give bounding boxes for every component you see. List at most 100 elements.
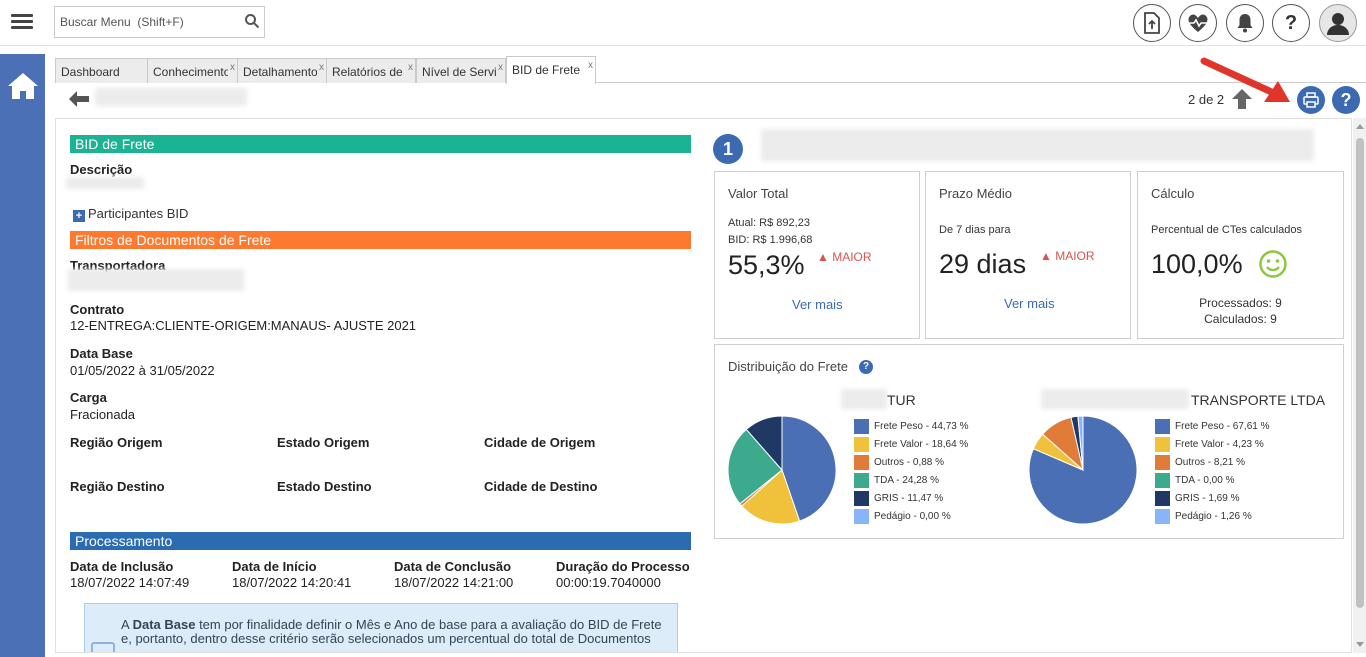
legend-item[interactable]: Frete Peso - 44,73 % bbox=[854, 417, 969, 435]
pie-slice[interactable] bbox=[1077, 415, 1084, 471]
regiao-origem-label: Região Origem bbox=[70, 435, 163, 450]
tab-dashboard[interactable]: Dashboard bbox=[55, 58, 148, 83]
tab-label: Dashboard bbox=[61, 65, 120, 79]
search-icon[interactable] bbox=[244, 13, 260, 29]
close-icon[interactable]: x bbox=[230, 62, 235, 73]
section-filtros: Filtros de Documentos de Frete bbox=[70, 231, 691, 249]
legend-swatch bbox=[854, 454, 869, 470]
scroll-down-icon[interactable] bbox=[1356, 642, 1364, 647]
card-title: Valor Total bbox=[728, 186, 789, 201]
legend-item[interactable]: Frete Valor - 18,64 % bbox=[854, 435, 969, 453]
legend-swatch bbox=[1155, 508, 1170, 524]
scroll-thumb[interactable] bbox=[1356, 138, 1364, 608]
help-top-button[interactable]: ? bbox=[1272, 4, 1310, 42]
user-avatar[interactable] bbox=[1319, 4, 1357, 42]
legend-swatch bbox=[1155, 454, 1170, 470]
legend-item[interactable]: GRIS - 1,69 % bbox=[1155, 489, 1270, 507]
legend-label: TDA - 24,28 % bbox=[874, 474, 940, 486]
legend-item[interactable]: Pedágio - 0,00 % bbox=[854, 507, 969, 525]
legend-item[interactable]: TDA - 24,28 % bbox=[854, 471, 969, 489]
close-icon[interactable]: x bbox=[498, 62, 503, 73]
close-icon[interactable]: x bbox=[588, 60, 593, 71]
tab-detalhamento[interactable]: Detalhamento x bbox=[237, 58, 327, 83]
smiley-icon bbox=[1259, 250, 1287, 278]
vertical-scrollbar[interactable] bbox=[1353, 118, 1366, 653]
contrato-label: Contrato bbox=[70, 302, 125, 317]
question-icon[interactable]: ? bbox=[859, 360, 873, 374]
legend-label: Frete Peso - 44,73 % bbox=[874, 420, 969, 432]
legend-swatch bbox=[854, 472, 869, 488]
legend-swatch bbox=[854, 436, 869, 452]
content-panel: BID de Frete Descrição + Participantes BI… bbox=[55, 118, 1352, 653]
legend-label: GRIS - 11,47 % bbox=[874, 492, 944, 504]
processados-count: Processados: 9 bbox=[1199, 296, 1282, 310]
section-processamento: Processamento bbox=[70, 532, 691, 550]
prazo-subtitle: De 7 dias para bbox=[939, 224, 1011, 236]
regiao-destino-label: Região Destino bbox=[70, 479, 165, 494]
tab-nivel-servico[interactable]: Nível de Serviçox bbox=[416, 58, 506, 83]
legend-item[interactable]: Pedágio - 1,26 % bbox=[1155, 507, 1270, 525]
info-icon bbox=[91, 642, 115, 652]
legend-item[interactable]: Outros - 8,21 % bbox=[1155, 453, 1270, 471]
carga-value: Fracionada bbox=[70, 407, 136, 422]
legend-item[interactable]: Frete Peso - 67,61 % bbox=[1155, 417, 1270, 435]
database-label: Data Base bbox=[70, 346, 133, 361]
tab-conhecimento[interactable]: Conhecimento x bbox=[147, 58, 238, 83]
pie-slice[interactable] bbox=[781, 415, 837, 522]
legend-item[interactable]: TDA - 0,00 % bbox=[1155, 471, 1270, 489]
legend-item[interactable]: Outros - 0,88 % bbox=[854, 453, 969, 471]
upload-document-icon bbox=[1144, 12, 1160, 34]
red-arrow-annotation-icon bbox=[1200, 57, 1290, 102]
step-badge: 1 bbox=[713, 134, 743, 164]
printer-icon bbox=[1303, 92, 1319, 108]
pie-slice[interactable] bbox=[727, 428, 783, 505]
legend-label: Pedágio - 1,26 % bbox=[1175, 510, 1252, 522]
legend-swatch bbox=[854, 490, 869, 506]
up-arrow-icon[interactable] bbox=[1231, 88, 1253, 110]
close-icon[interactable]: x bbox=[408, 62, 413, 73]
plus-icon: + bbox=[73, 210, 85, 222]
print-button[interactable] bbox=[1297, 86, 1325, 114]
dashboard-title-redacted bbox=[761, 129, 1314, 161]
upload-document-button[interactable] bbox=[1133, 4, 1171, 42]
inicio-label: Data de Início bbox=[232, 559, 317, 574]
pie-chart-2 bbox=[1028, 415, 1138, 525]
descricao-label: Descrição bbox=[70, 162, 133, 177]
health-button[interactable] bbox=[1179, 4, 1217, 42]
calculo-subtitle: Percentual de CTes calculados bbox=[1151, 224, 1303, 236]
tab-relatorios[interactable]: Relatórios de x bbox=[326, 58, 416, 83]
home-icon[interactable] bbox=[7, 71, 39, 101]
scroll-up-icon[interactable] bbox=[1356, 124, 1364, 129]
legend-item[interactable]: Frete Valor - 4,23 % bbox=[1155, 435, 1270, 453]
close-icon[interactable]: x bbox=[319, 62, 324, 73]
ver-mais-link[interactable]: Ver mais bbox=[1004, 296, 1055, 311]
descricao-value-redacted bbox=[66, 177, 144, 189]
chart2-title-redacted bbox=[1041, 389, 1189, 409]
back-arrow-icon[interactable] bbox=[68, 90, 90, 108]
heart-pulse-icon bbox=[1188, 14, 1208, 32]
ver-mais-link[interactable]: Ver mais bbox=[792, 297, 843, 312]
pie-slice[interactable] bbox=[741, 469, 801, 525]
estado-destino-label: Estado Destino bbox=[277, 479, 372, 494]
search-input[interactable] bbox=[55, 7, 240, 37]
info-text: tem por finalidade definir o Mês e Ano d… bbox=[121, 617, 662, 646]
tab-bid-frete[interactable]: BID de Frete x bbox=[506, 56, 596, 84]
cidade-destino-label: Cidade de Destino bbox=[484, 479, 598, 494]
menu-hamburger-icon[interactable] bbox=[11, 11, 33, 33]
inclusao-label: Data de Inclusão bbox=[70, 559, 174, 574]
help-button[interactable]: ? bbox=[1332, 86, 1360, 114]
search-box[interactable] bbox=[54, 6, 265, 38]
tab-label: BID de Frete bbox=[512, 63, 581, 77]
legend-swatch bbox=[854, 508, 869, 524]
card-title: Prazo Médio bbox=[939, 186, 1012, 201]
notifications-button[interactable] bbox=[1226, 4, 1264, 42]
participants-bid-toggle[interactable]: + Participantes BID bbox=[73, 206, 188, 222]
legend-swatch bbox=[1155, 490, 1170, 506]
legend-label: Frete Valor - 4,23 % bbox=[1175, 438, 1264, 450]
info-text-bold: Data Base bbox=[132, 617, 196, 632]
card-prazo-medio: Prazo Médio De 7 dias para 29 dias ▲ MAI… bbox=[925, 171, 1131, 339]
tab-label: Detalhamento bbox=[243, 65, 317, 79]
legend-item[interactable]: GRIS - 11,47 % bbox=[854, 489, 969, 507]
legend-swatch bbox=[1155, 418, 1170, 434]
pie-slice[interactable] bbox=[745, 415, 783, 472]
